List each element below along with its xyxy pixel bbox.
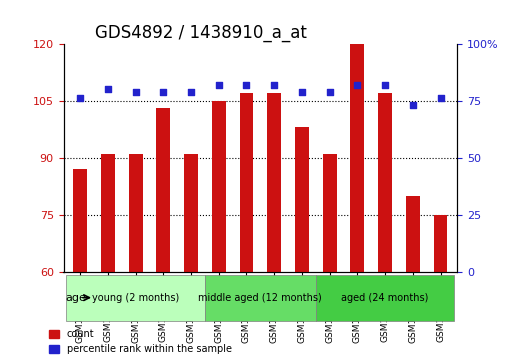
Point bbox=[326, 89, 334, 94]
FancyBboxPatch shape bbox=[316, 275, 455, 321]
Bar bbox=[267, 93, 281, 272]
Point bbox=[409, 102, 417, 108]
Bar bbox=[129, 154, 143, 272]
Bar bbox=[240, 93, 253, 272]
Bar bbox=[295, 127, 309, 272]
Bar bbox=[434, 215, 448, 272]
Text: GDS4892 / 1438910_a_at: GDS4892 / 1438910_a_at bbox=[95, 24, 307, 42]
Bar bbox=[184, 154, 198, 272]
Point bbox=[270, 82, 278, 87]
Point bbox=[132, 89, 140, 94]
Bar bbox=[73, 170, 87, 272]
Text: aged (24 months): aged (24 months) bbox=[341, 293, 429, 303]
Point bbox=[354, 82, 362, 87]
Bar bbox=[156, 108, 170, 272]
Bar bbox=[406, 196, 420, 272]
Text: middle aged (12 months): middle aged (12 months) bbox=[199, 293, 322, 303]
Point bbox=[187, 89, 195, 94]
Bar bbox=[378, 93, 392, 272]
Bar bbox=[212, 101, 226, 272]
Point bbox=[298, 89, 306, 94]
Point bbox=[436, 95, 444, 101]
Bar bbox=[351, 44, 364, 272]
Legend: count, percentile rank within the sample: count, percentile rank within the sample bbox=[46, 326, 236, 358]
Point bbox=[381, 82, 389, 87]
Point bbox=[104, 86, 112, 92]
Point bbox=[76, 95, 84, 101]
Bar bbox=[323, 154, 337, 272]
FancyBboxPatch shape bbox=[205, 275, 316, 321]
Point bbox=[215, 82, 223, 87]
Bar bbox=[101, 154, 115, 272]
Point bbox=[159, 89, 167, 94]
Point bbox=[242, 82, 250, 87]
Text: young (2 months): young (2 months) bbox=[92, 293, 179, 303]
FancyBboxPatch shape bbox=[66, 275, 205, 321]
Text: age: age bbox=[65, 293, 86, 303]
